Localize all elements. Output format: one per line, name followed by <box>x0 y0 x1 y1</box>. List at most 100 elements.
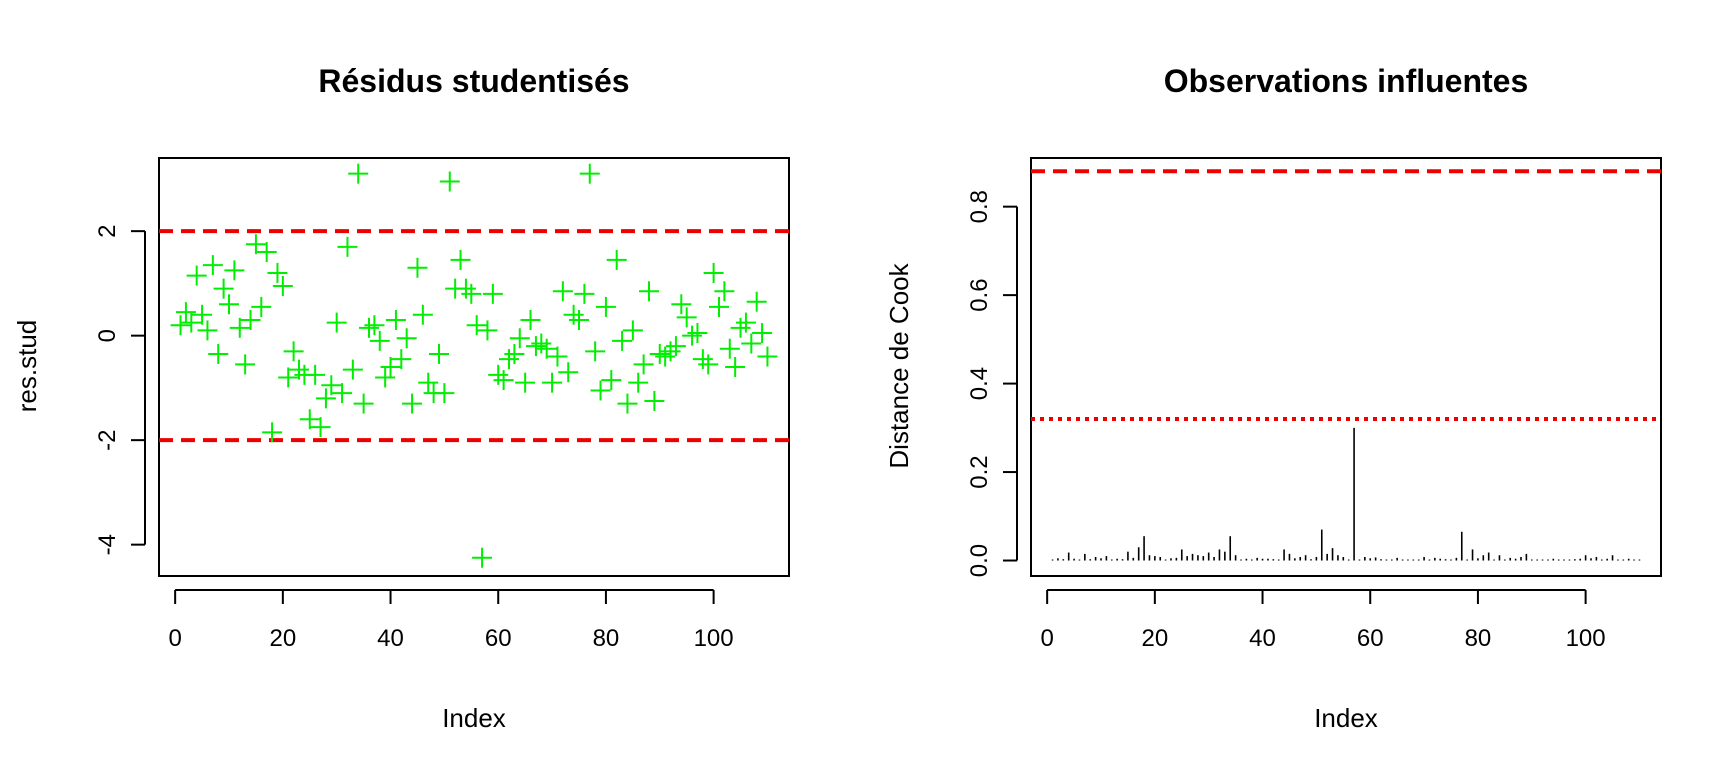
data-point <box>170 315 191 336</box>
data-point <box>342 359 363 380</box>
data-point <box>676 307 697 328</box>
y-tick-label: 0.6 <box>966 278 993 311</box>
data-point <box>439 171 460 192</box>
data-point <box>219 294 239 315</box>
axes: 0 20 40 60 80 100 -4 -2 0 2 <box>94 224 734 652</box>
data-point <box>332 383 353 404</box>
data-point <box>569 309 589 330</box>
y-axis-label: Distance de Cook <box>884 262 914 468</box>
data-point <box>590 380 611 401</box>
data-point <box>429 343 449 364</box>
data-point <box>660 341 681 362</box>
reference-lines <box>159 229 789 443</box>
data-point <box>434 383 455 404</box>
data-point <box>208 343 229 364</box>
data-point <box>574 283 595 304</box>
data-point <box>595 296 616 317</box>
axes: 0 20 40 60 80 100 0.0 0.2 0.4 0.6 0.8 <box>966 190 1606 652</box>
x-tick-label: 80 <box>1465 625 1492 652</box>
data-point <box>515 372 536 393</box>
data-point <box>692 349 713 370</box>
data-point <box>703 262 724 283</box>
data-point <box>213 278 234 299</box>
data-point <box>741 333 762 354</box>
x-tick-label: 40 <box>1249 625 1276 652</box>
data-point <box>601 370 622 391</box>
data-point <box>558 362 579 383</box>
data-point <box>245 234 266 255</box>
data-point <box>450 249 471 270</box>
x-tick-label: 0 <box>1040 625 1053 652</box>
x-tick-label: 20 <box>269 625 296 652</box>
data-point <box>482 283 503 304</box>
y-tick-label: 0.4 <box>966 367 993 400</box>
x-axis-label: Index <box>442 703 506 733</box>
y-tick-label: -4 <box>94 534 121 555</box>
data-point <box>488 364 509 385</box>
data-point <box>186 265 207 286</box>
data-point <box>229 317 250 338</box>
data-point <box>267 262 288 283</box>
data-point <box>644 390 665 411</box>
data-point <box>402 393 423 414</box>
data-point <box>256 242 277 263</box>
data-point <box>283 341 304 362</box>
data-point <box>606 249 627 270</box>
y-tick-label: 2 <box>94 224 121 237</box>
data-point <box>289 359 309 380</box>
data-point <box>671 294 692 315</box>
data-point <box>579 163 600 184</box>
x-tick-label: 80 <box>593 625 620 652</box>
studentized-residuals-panel: Résidus studentisés Index res.stud 0 20 40… <box>12 63 790 733</box>
data-point <box>385 309 406 330</box>
data-point <box>757 346 778 367</box>
data-point <box>240 309 261 330</box>
data-point <box>622 320 643 341</box>
data-point <box>617 393 638 414</box>
data-point <box>412 304 433 325</box>
data-point <box>746 291 767 312</box>
data-point <box>202 255 223 276</box>
data-point <box>315 388 336 409</box>
data-point <box>359 317 379 338</box>
chart-title: Résidus studentisés <box>318 63 629 99</box>
data-point <box>725 357 746 377</box>
data-point <box>235 354 256 375</box>
data-points <box>170 163 778 568</box>
data-point <box>687 323 708 344</box>
plot-frame <box>1030 157 1662 577</box>
x-tick-label: 40 <box>377 625 404 652</box>
data-point <box>380 357 401 377</box>
data-point <box>547 346 568 367</box>
data-point <box>585 341 606 362</box>
data-point <box>321 375 342 396</box>
data-point <box>730 317 751 338</box>
x-tick-label: 20 <box>1141 625 1168 652</box>
x-tick-label: 0 <box>168 625 181 652</box>
data-point <box>665 336 686 357</box>
data-point <box>326 312 347 333</box>
data-point <box>299 409 320 430</box>
x-tick-label: 60 <box>1357 625 1384 652</box>
data-point <box>639 281 659 302</box>
x-tick-label: 100 <box>694 625 734 652</box>
data-point <box>552 281 573 302</box>
data-point <box>628 372 649 393</box>
data-point <box>181 312 202 333</box>
data-point <box>472 547 493 568</box>
data-point <box>698 354 719 375</box>
data-point <box>493 370 514 391</box>
data-point <box>391 349 412 370</box>
data-point <box>682 325 703 346</box>
y-tick-label: 0.0 <box>966 544 993 577</box>
data-point <box>504 343 525 364</box>
reference-lines <box>1031 169 1661 421</box>
data-point <box>509 328 530 349</box>
data-point <box>175 302 196 323</box>
data-point <box>655 346 676 367</box>
data-point <box>461 283 482 304</box>
y-tick-label: -2 <box>94 429 121 450</box>
data-point <box>337 236 358 257</box>
data-point <box>542 372 563 393</box>
